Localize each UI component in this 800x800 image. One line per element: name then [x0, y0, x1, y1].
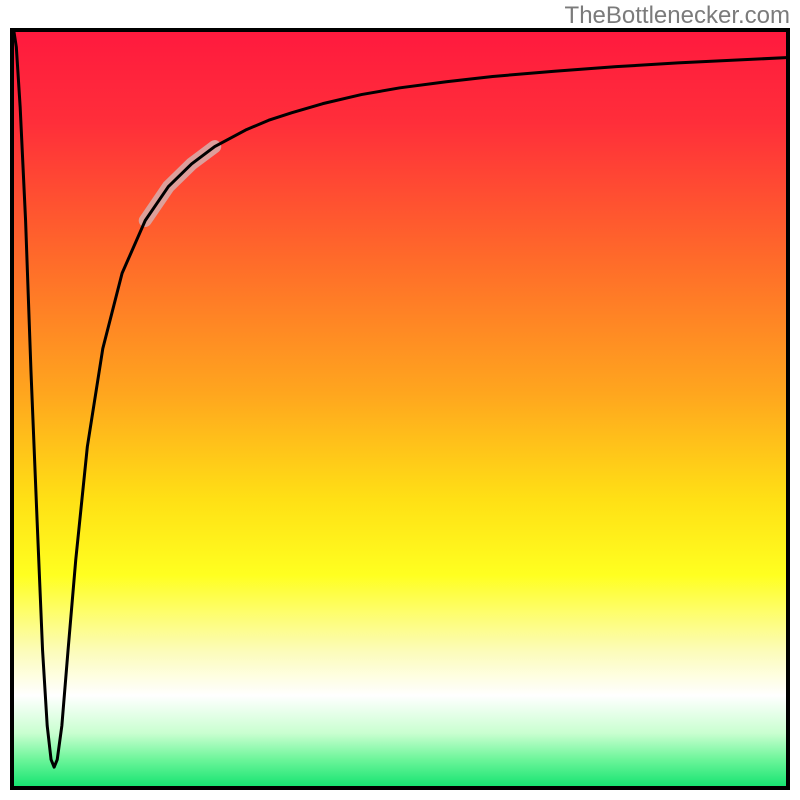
plot-border [10, 28, 790, 790]
watermark-link[interactable]: TheBottlenecker.com [565, 2, 790, 30]
stage: TheBottlenecker.com [0, 0, 800, 800]
